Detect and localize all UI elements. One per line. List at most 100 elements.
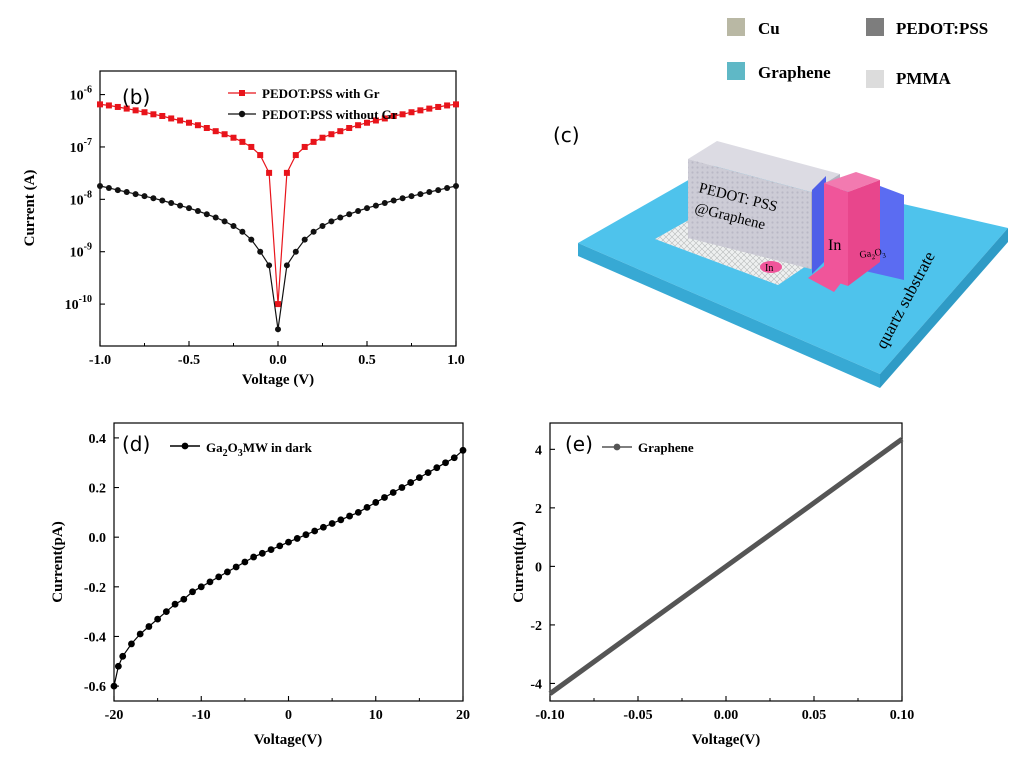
legend-text-ga2o3: Ga2O3MW in dark — [206, 440, 313, 459]
panel-b-series — [97, 101, 459, 333]
panel-d-data-point — [215, 573, 223, 581]
panel-d-y-tick-label: 0.0 — [89, 531, 107, 546]
panel-d-data-point — [337, 516, 345, 524]
panel-d-y-tick-label: -0.4 — [84, 630, 106, 645]
panel-e-x-tick-label: 0.05 — [802, 708, 827, 723]
panel-b-x-tick-label: -0.5 — [178, 353, 200, 368]
panel-b-data-point — [381, 115, 388, 122]
panel-d-data-point — [206, 578, 214, 586]
panel-d-data-point — [293, 535, 301, 542]
panel-d-x-tick-label: 0 — [285, 708, 292, 723]
panel-d-data-point — [197, 583, 205, 591]
panel-d-data-point — [381, 494, 388, 501]
panel-b-legend: PEDOT:PSS with Gr PEDOT:PSS without Gr — [228, 86, 398, 122]
legend-swatch-graphene — [727, 62, 745, 80]
panel-e-y-tick-label: 4 — [535, 443, 542, 458]
pedot-block-front-texture — [688, 159, 811, 269]
panel-d-data-point — [232, 563, 240, 571]
panel-b-data-point — [390, 197, 397, 204]
panel-d-data-point — [162, 608, 170, 616]
legend-marker-with-gr — [239, 90, 245, 96]
panel-b-data-point — [355, 122, 362, 129]
panel-b-y-tick-label: 10-6 — [70, 85, 92, 104]
panel-b-data-point — [230, 134, 237, 141]
panel-b-data-point — [453, 182, 459, 189]
panel-d-data-point — [145, 623, 153, 630]
panel-b-y-tick-label: 10-10 — [65, 294, 92, 313]
panel-b-data-point — [132, 191, 139, 198]
panel-d-data-point — [302, 531, 310, 539]
panel-e-series-line-0 — [548, 437, 904, 696]
panel-d-x-tick-label: -10 — [192, 708, 211, 723]
panel-b-data-point — [230, 222, 237, 229]
panel-b-data-point — [105, 102, 112, 109]
panel-d-y-axis: -0.6 -0.4 -0.2 0.0 0.2 0.4 — [84, 432, 119, 695]
panel-d-series — [110, 446, 467, 690]
panel-b-data-point — [150, 195, 157, 202]
panel-b-data-point — [453, 101, 459, 108]
legend-marker-graphene — [613, 443, 621, 451]
panel-b-data-point — [319, 222, 326, 229]
panel-d-data-point — [136, 630, 144, 638]
panel-d-legend: Ga2O3MW in dark — [170, 440, 313, 459]
in-label: In — [828, 237, 841, 254]
panel-e-y-label: Current(μA) — [511, 521, 527, 603]
small-in-pad — [760, 261, 782, 273]
panel-b-x-label: Voltage (V) — [242, 372, 314, 388]
panel-d-data-point — [250, 553, 257, 561]
legend-text-with-gr: PEDOT:PSS with Gr — [262, 86, 380, 101]
panel-d-data-point — [450, 454, 458, 462]
panel-b-data-point — [435, 103, 442, 110]
panel-d-data-point — [119, 652, 127, 660]
panel-e-y-tick-label: -4 — [530, 677, 542, 692]
panel-d-data-point — [328, 520, 336, 527]
panel-b-data-point — [248, 143, 255, 150]
panel-d-data-point — [171, 600, 179, 608]
panel-b-data-point — [105, 184, 112, 191]
panel-b-data-point — [426, 105, 433, 112]
panel-b-data-point — [150, 111, 157, 118]
panel-d-data-point — [389, 489, 397, 496]
panel-d-data-point — [110, 682, 118, 690]
panel-b-data-point — [177, 202, 184, 209]
panel-b-data-point — [168, 200, 175, 207]
panel-e-y-tick-label: 0 — [535, 560, 542, 575]
panel-d-data-point — [415, 474, 423, 482]
panel-d-data-point — [241, 558, 249, 566]
panel-d-y-tick-label: -0.6 — [84, 680, 106, 695]
panel-b-data-point — [203, 125, 210, 132]
panel-b-data-point — [328, 218, 335, 225]
panel-b-y-tick-label: 10-7 — [70, 137, 92, 156]
panel-b-data-point — [417, 107, 424, 114]
panel-d-data-point — [180, 595, 188, 603]
panel-e-y-axis: -4 -2 0 2 4 — [530, 443, 555, 692]
panel-d-data-point — [354, 508, 362, 516]
legend-marker-ga2o3 — [181, 442, 189, 450]
panel-d-data-point — [433, 464, 441, 472]
panel-b-y-tick-label: 10-8 — [70, 189, 92, 208]
legend-label-graphene: Graphene — [758, 63, 831, 82]
panel-e-y-tick-label: 2 — [535, 502, 542, 517]
panel-d-data-point — [285, 538, 292, 546]
panel-d-data-point — [424, 469, 432, 477]
panel-b-data-point — [301, 236, 308, 243]
panel-d-frame — [113, 422, 464, 702]
panel-d-y-tick-label: 0.2 — [89, 482, 107, 497]
panel-b-data-point — [408, 193, 415, 200]
panel-b-series-line-0 — [99, 103, 457, 305]
panel-b-data-point — [212, 128, 219, 135]
panel-b-data-point — [372, 117, 379, 124]
panel-b-data-point — [212, 214, 219, 221]
panel-b-data-point — [426, 189, 433, 196]
panel-d-y-tick-label: -0.2 — [84, 581, 106, 596]
panel-b-data-point — [408, 109, 415, 116]
panel-b-data-point — [283, 262, 290, 269]
panel-b-data-point — [381, 200, 388, 207]
panel-d-data-point — [224, 568, 231, 576]
legend-swatch-pedot — [866, 18, 884, 36]
ga-label: Ga2O3 — [859, 246, 887, 263]
panel-d-data-point — [189, 588, 196, 596]
panel-d-x-axis: -20 -10 0 10 20 — [105, 696, 470, 723]
panel-b-data-point — [123, 105, 130, 112]
panel-c-device-schematic: (c) quartz substrate In PEDOT: PSS @Grap… — [553, 123, 1008, 388]
